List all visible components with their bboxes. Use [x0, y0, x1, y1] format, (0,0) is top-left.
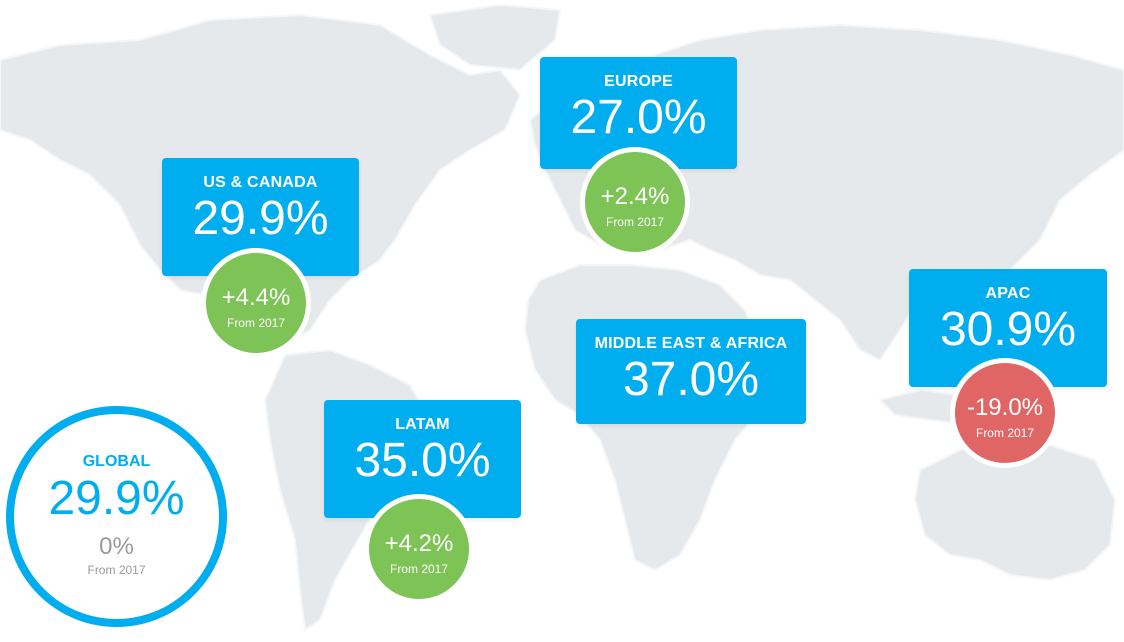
global-change: 0% — [99, 533, 134, 560]
us-canada-change: +4.4% — [221, 284, 291, 311]
latam-change: +4.2% — [384, 530, 454, 557]
latam-card: LATAM 35.0% — [324, 400, 521, 518]
apac-change-circle: -19.0% From 2017 — [950, 358, 1060, 468]
us-canada-card: US & CANADA 29.9% — [162, 158, 359, 276]
global-change-label: From 2017 — [87, 563, 146, 577]
apac-value: 30.9% — [939, 303, 1077, 356]
us-canada-title: US & CANADA — [203, 174, 318, 191]
europe-title: EUROPE — [604, 73, 673, 90]
global-title: GLOBAL — [82, 453, 151, 470]
apac-change-label: From 2017 — [975, 426, 1035, 440]
global-summary-ring: GLOBAL 29.9% 0% From 2017 — [6, 406, 227, 627]
latam-change-label: From 2017 — [389, 562, 449, 576]
global-value: 29.9% — [48, 472, 185, 525]
latam-change-circle: +4.2% From 2017 — [364, 494, 474, 604]
europe-change-label: From 2017 — [605, 215, 665, 229]
us-canada-change-circle: +4.4% From 2017 — [201, 248, 311, 358]
us-canada-change-label: From 2017 — [226, 316, 286, 330]
middle-east-africa-title: MIDDLE EAST & AFRICA — [594, 335, 788, 352]
europe-change-circle: +2.4% From 2017 — [580, 147, 690, 257]
europe-change: +2.4% — [600, 183, 670, 210]
europe-value: 27.0% — [570, 91, 707, 144]
latam-value: 35.0% — [354, 434, 491, 487]
latam-title: LATAM — [395, 416, 450, 433]
apac-change: -19.0% — [966, 394, 1044, 421]
apac-card: APAC 30.9% — [909, 269, 1107, 387]
us-canada-value: 29.9% — [192, 192, 329, 245]
middle-east-africa-value: 37.0% — [622, 353, 760, 406]
middle-east-africa-card: MIDDLE EAST & AFRICA 37.0% — [576, 319, 806, 424]
apac-title: APAC — [985, 285, 1031, 302]
greenland-shape — [428, 3, 562, 72]
